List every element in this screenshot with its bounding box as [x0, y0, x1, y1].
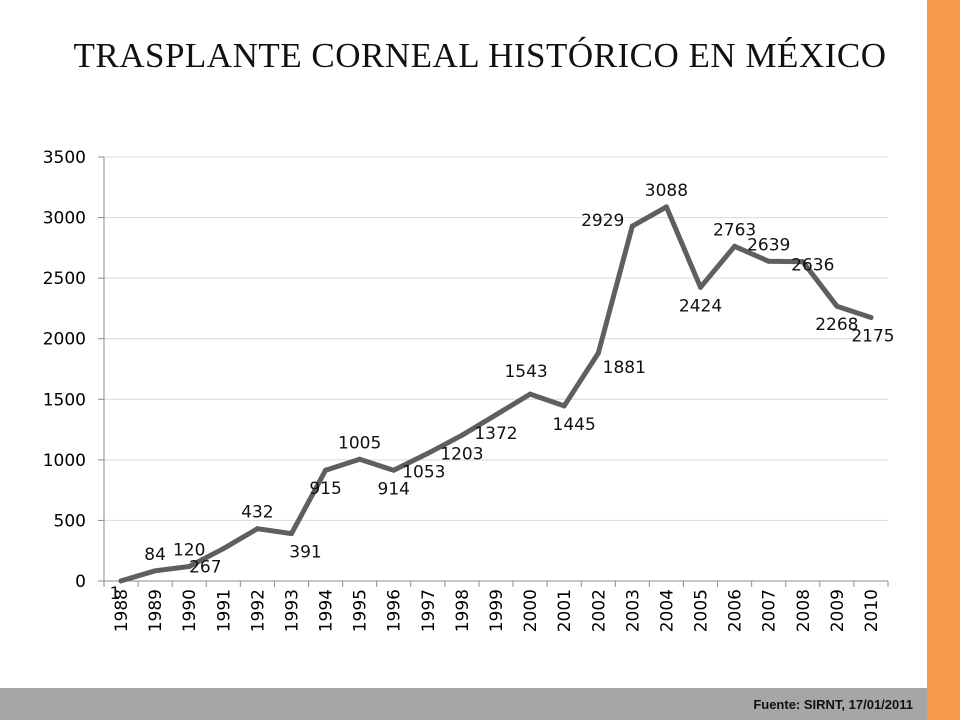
data-point [289, 531, 294, 536]
x-tick-label: 2000 [521, 589, 541, 632]
data-point [494, 412, 499, 417]
y-tick-label: 0 [75, 572, 86, 592]
data-label: 2175 [851, 327, 894, 347]
x-tick-label: 2005 [692, 589, 712, 632]
data-label: 1053 [402, 462, 445, 482]
data-point [153, 568, 158, 573]
data-label: 432 [241, 503, 273, 523]
data-point [596, 351, 601, 356]
x-axis-ticks: 1988 1989 1990 1991 1992 1993 1994 1995 1996 1997… [112, 589, 882, 632]
x-tick-label: 2009 [828, 589, 848, 632]
x-tick-label: 1991 [214, 589, 234, 632]
x-tick-label: 1998 [453, 589, 473, 632]
data-label: 1372 [474, 424, 517, 444]
data-label: 2639 [747, 235, 790, 255]
x-tick-label: 2007 [760, 589, 780, 632]
data-point [255, 526, 260, 531]
data-point [528, 392, 533, 397]
data-point [868, 315, 873, 320]
data-label: 267 [189, 558, 221, 578]
data-point [357, 457, 362, 462]
data-point [119, 578, 124, 583]
data-label: 1543 [504, 362, 547, 382]
data-label: 1005 [338, 433, 381, 453]
gridlines [104, 157, 888, 520]
y-tick-label: 3500 [43, 148, 86, 168]
data-point [698, 285, 703, 290]
y-tick-label: 2000 [43, 330, 86, 350]
x-tick-label: 1990 [180, 589, 200, 632]
data-label: 1203 [440, 444, 483, 464]
series-line [121, 207, 871, 581]
data-label: 1 [110, 584, 121, 604]
y-axis-ticks: 0 500 1000 1500 2000 2500 3000 3500 [43, 148, 86, 592]
y-tick-label: 3000 [43, 209, 86, 229]
x-tick-label: 1993 [282, 589, 302, 632]
data-label: 1445 [553, 415, 596, 435]
data-point [425, 451, 430, 456]
y-tick-label: 1500 [43, 390, 86, 410]
x-tick-label: 1997 [419, 589, 439, 632]
data-point [732, 244, 737, 249]
data-point [562, 403, 567, 408]
source-note: Fuente: SIRNT, 17/01/2011 [753, 697, 913, 712]
x-tick-label: 1992 [248, 589, 268, 632]
x-tick-label: 2003 [623, 589, 643, 632]
data-point [766, 259, 771, 264]
series-line-layer [119, 204, 874, 583]
data-point [834, 304, 839, 309]
data-label: 84 [144, 545, 166, 565]
data-label: 2424 [679, 296, 722, 316]
x-tick-label: 1995 [351, 589, 371, 632]
data-point [221, 546, 226, 551]
data-labels: 184 1202674323919151005914105312031372154… [110, 181, 895, 604]
data-point [664, 204, 669, 209]
data-label: 3088 [645, 181, 688, 201]
accent-side-bar [927, 0, 960, 720]
data-point [459, 433, 464, 438]
y-tick-label: 1000 [43, 451, 86, 471]
axes [98, 157, 888, 587]
y-tick-label: 2500 [43, 269, 86, 289]
x-tick-label: 1999 [487, 589, 507, 632]
data-label: 915 [309, 479, 341, 499]
x-tick-label: 1994 [317, 589, 337, 632]
data-point [630, 224, 635, 229]
x-tick-label: 2010 [862, 589, 882, 632]
x-tick-label: 2006 [726, 589, 746, 632]
data-label: 2636 [791, 256, 834, 276]
y-tick-label: 500 [54, 511, 86, 531]
data-point [391, 468, 396, 473]
x-tick-label: 1996 [385, 589, 405, 632]
x-tick-label: 2001 [555, 589, 575, 632]
x-tick-label: 2002 [589, 589, 609, 632]
data-point [323, 468, 328, 473]
x-tick-label: 2008 [794, 589, 814, 632]
footer-bar: Fuente: SIRNT, 17/01/2011 [0, 688, 927, 720]
x-tick-label: 2004 [657, 589, 677, 632]
data-label: 391 [289, 543, 321, 563]
x-tick-label: 1989 [146, 589, 166, 632]
data-label: 2929 [581, 211, 624, 231]
data-label: 1881 [603, 358, 646, 378]
